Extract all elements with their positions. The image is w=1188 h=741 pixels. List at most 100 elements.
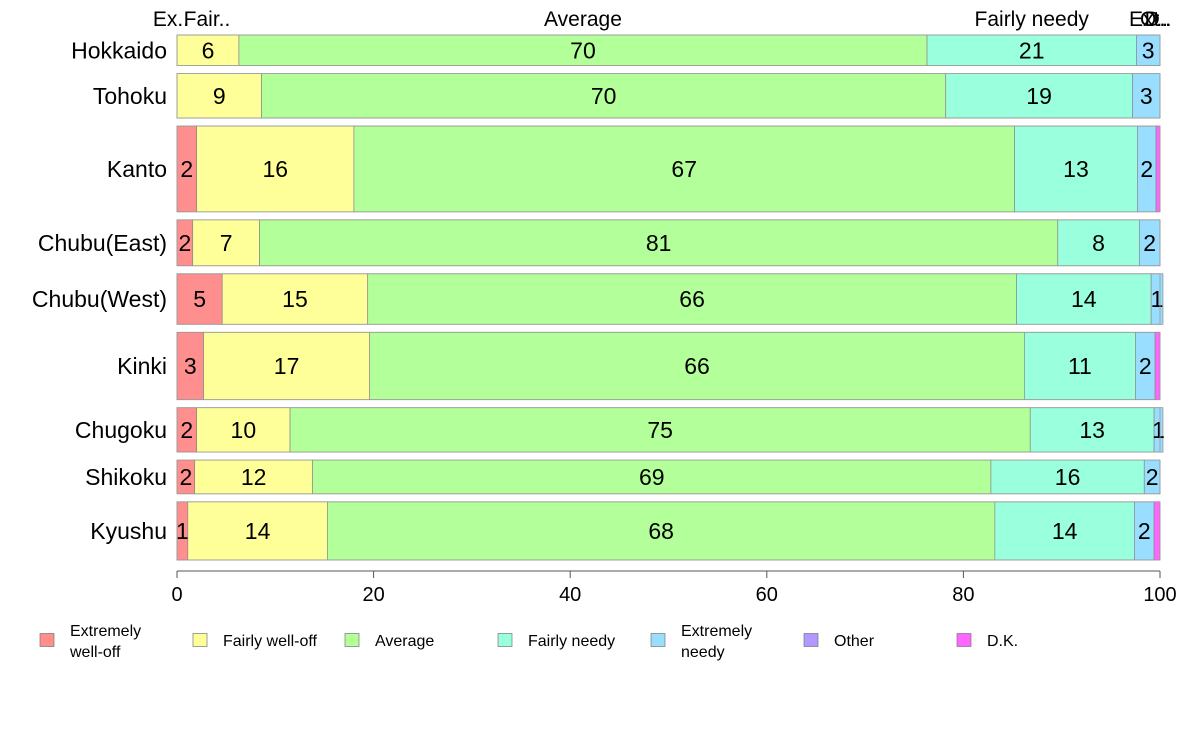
- data-label-5-3: 11: [1068, 353, 1092, 379]
- data-label-0-3: 21: [1019, 37, 1045, 63]
- data-label-6-4: 1: [1152, 417, 1165, 443]
- row-label-2: Kanto: [107, 156, 167, 182]
- row-outline-1: [176, 73, 1161, 119]
- data-label-5-1: 17: [274, 353, 300, 379]
- data-label-7-3: 16: [1055, 464, 1081, 490]
- data-label-7-1: 12: [241, 464, 267, 490]
- row-outline-2: [176, 125, 1161, 213]
- row-label-7: Shikoku: [85, 464, 167, 490]
- data-label-4-1: 15: [282, 286, 308, 312]
- data-label-7-4: 2: [1146, 464, 1159, 490]
- legend-swatch-0: [39, 633, 55, 647]
- bar-segment-6-3: [1029, 407, 1155, 453]
- data-label-6-0: 2: [180, 417, 193, 443]
- column-header-1: Fair..: [184, 8, 231, 31]
- data-label-1-2: 70: [591, 83, 617, 109]
- data-label-8-0: 1: [176, 518, 189, 544]
- data-label-6-2: 75: [647, 417, 673, 443]
- legend-label-5: Other: [834, 633, 875, 650]
- data-label-0-2: 70: [570, 37, 596, 63]
- legend-label-4-line-0: Extremely: [681, 623, 752, 640]
- bar-segment-0-1: [176, 34, 240, 66]
- data-label-6-1: 10: [231, 417, 257, 443]
- bar-segment-5-2: [369, 331, 1025, 401]
- x-tick-label-0: 0: [171, 584, 182, 606]
- bar-segment-8-2: [327, 501, 996, 561]
- column-header-3: Fairly needy: [975, 8, 1090, 31]
- bar-segment-6-1: [196, 407, 291, 453]
- legend-swatch-1: [192, 633, 208, 647]
- bar-segment-4-1: [221, 273, 369, 325]
- data-label-4-4: 1: [1151, 286, 1164, 312]
- row-label-3: Chubu(East): [38, 230, 167, 256]
- column-header-4: Ext..: [1129, 8, 1171, 31]
- data-label-3-3: 8: [1092, 230, 1105, 256]
- row-outline-7: [176, 459, 1161, 495]
- legend-swatch-2: [344, 633, 360, 647]
- legend-swatch-5: [803, 633, 819, 647]
- bar-segment-2-6: [1155, 125, 1161, 213]
- bar-segment-3-2: [259, 219, 1059, 267]
- data-label-1-1: 9: [213, 83, 226, 109]
- legend-label-3: Fairly needy: [528, 633, 615, 650]
- data-label-5-0: 3: [184, 353, 197, 379]
- data-label-3-0: 2: [178, 230, 191, 256]
- data-label-4-0: 5: [193, 286, 206, 312]
- data-label-2-4: 2: [1140, 156, 1153, 182]
- bar-segment-4-0: [176, 273, 223, 325]
- data-label-2-3: 13: [1063, 156, 1089, 182]
- data-label-2-1: 16: [263, 156, 289, 182]
- legend-label-4-line-1: needy: [681, 644, 725, 661]
- data-label-1-4: 3: [1140, 83, 1153, 109]
- bar-segment-2-1: [196, 125, 355, 213]
- row-outline-5: [176, 331, 1161, 401]
- row-label-5: Kinki: [117, 353, 167, 379]
- data-label-8-2: 68: [648, 518, 674, 544]
- data-label-3-2: 81: [646, 230, 672, 256]
- column-header-6: D..: [1145, 8, 1172, 31]
- row-label-1: Tohoku: [93, 83, 167, 109]
- legend-label-2: Average: [375, 633, 434, 650]
- bar-segment-4-2: [367, 273, 1017, 325]
- row-label-0: Hokkaido: [71, 37, 167, 63]
- data-label-2-0: 2: [180, 156, 193, 182]
- data-label-3-1: 7: [220, 230, 233, 256]
- data-label-5-2: 66: [684, 353, 710, 379]
- legend-swatch-6: [956, 633, 972, 647]
- legend-swatch-3: [497, 633, 513, 647]
- bar-segment-4-3: [1016, 273, 1152, 325]
- data-label-8-4: 2: [1138, 518, 1151, 544]
- bar-segment-7-2: [312, 459, 992, 495]
- x-tick-label-3: 60: [756, 584, 778, 606]
- data-label-1-3: 19: [1026, 83, 1052, 109]
- legend-swatch-4: [650, 633, 666, 647]
- bar-segment-2-2: [353, 125, 1015, 213]
- data-label-8-1: 14: [245, 518, 271, 544]
- data-label-7-2: 69: [639, 464, 665, 490]
- bar-segment-2-3: [1014, 125, 1138, 213]
- row-outline-4: [176, 273, 1161, 325]
- row-outline-8: [176, 501, 1161, 561]
- data-label-5-4: 2: [1139, 353, 1152, 379]
- bar-segment-1-3: [945, 73, 1133, 119]
- bar-segment-5-6: [1154, 331, 1161, 401]
- data-label-0-4: 3: [1142, 37, 1155, 63]
- legend-label-1: Fairly well-off: [223, 633, 318, 650]
- legend-label-0-line-1: well-off: [69, 644, 121, 661]
- row-label-8: Kyushu: [90, 518, 167, 544]
- row-outline-0: [176, 34, 1161, 67]
- bar-segment-5-1: [203, 331, 371, 401]
- data-label-7-0: 2: [179, 464, 192, 490]
- x-tick-label-4: 80: [952, 584, 974, 606]
- column-header-5: O..: [1140, 8, 1168, 31]
- row-label-6: Chugoku: [75, 417, 167, 443]
- data-label-6-3: 13: [1079, 417, 1105, 443]
- data-label-0-1: 6: [202, 37, 215, 63]
- data-label-8-3: 14: [1052, 518, 1078, 544]
- data-label-2-2: 67: [671, 156, 697, 182]
- legend-label-6: D.K.: [987, 633, 1018, 650]
- column-header-2: Average: [544, 8, 622, 31]
- x-tick-label-1: 20: [362, 584, 384, 606]
